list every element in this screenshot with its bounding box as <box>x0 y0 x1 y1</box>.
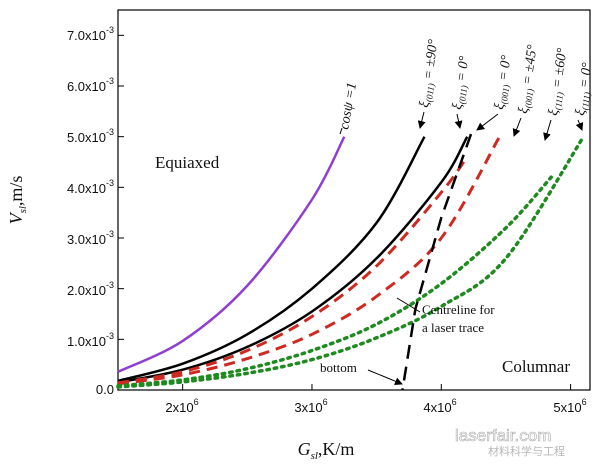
curve-label-s001-45: ξ(001) = ±45° <box>516 44 542 115</box>
region-label-columnar: Columnar <box>502 357 570 376</box>
curve-label-s111-60: ξ(111) = ±60° <box>546 47 571 117</box>
series-line-centreline <box>401 133 473 391</box>
plot-frame <box>117 9 591 391</box>
watermark-subtext: 材料科学与工程 <box>488 444 565 458</box>
region-label-equiaxed: Equiaxed <box>155 153 220 172</box>
x-tick-label-2: 4x106 <box>423 397 456 415</box>
curve-label-s011-90: ξ(011) = ±90° <box>417 38 442 109</box>
series-line-s001_0 <box>117 156 469 385</box>
curve-arrow-s111-0 <box>575 119 584 131</box>
series-layer <box>116 133 586 391</box>
y-tick-label-5: 5.0x10-3 <box>67 127 114 145</box>
curve-arrow-cospsi <box>339 127 343 135</box>
watermark: 材料科学与工程 laserfair.com <box>455 426 565 458</box>
curve-label-s011-0: ξ(011) = 0° <box>450 55 473 111</box>
series-line-s111_60 <box>116 175 553 388</box>
curve-arrow-s001-45 <box>512 117 522 137</box>
y-tick-labels: 0.0 1.0x10-3 2.0x10-3 3.0x10-3 4.0x10-3 … <box>67 25 114 397</box>
curve-arrow-s011-90 <box>417 111 426 129</box>
curve-label-s111-0: ξ(111) = 0° <box>573 61 596 116</box>
y-tick-label-2: 2.0x10-3 <box>67 280 114 298</box>
annotation-bottom: bottom <box>320 360 357 375</box>
curve-arrow-s111-60 <box>543 119 552 141</box>
y-axis-title: Vsl,m/s <box>6 176 29 225</box>
curve-label-s001-0: ξ(001) = 0° <box>492 54 515 111</box>
y-tick-label-7: 7.0x10-3 <box>67 25 114 43</box>
series-line-s011_90 <box>117 136 426 383</box>
watermark-text: laserfair.com <box>455 426 551 445</box>
series-line-s001_45 <box>117 135 501 386</box>
curve-arrow-s011-0 <box>454 113 463 129</box>
series-line-cospsi <box>117 136 346 373</box>
annotation-centreline-line1: Centreline for <box>422 302 495 317</box>
curve-label-cospsi: cosψ =1 <box>337 81 360 130</box>
x-tick-label-0: 2x106 <box>165 397 198 415</box>
centreline-pointer <box>396 297 421 313</box>
y-tick-label-0: 0.0 <box>96 382 114 397</box>
axis-ticks <box>118 34 572 391</box>
x-tick-labels: 2x106 3x106 4x106 5x106 <box>165 397 586 415</box>
series-line-s011_0 <box>117 136 469 384</box>
annotation-centreline-line2: a laser trace <box>422 320 484 335</box>
curve-arrow-s001-0 <box>476 113 499 131</box>
bottom-arrow <box>367 369 403 386</box>
x-tick-label-3: 5x106 <box>553 397 586 415</box>
y-tick-label-4: 4.0x10-3 <box>67 178 114 196</box>
x-axis-title: Gsl,K/m <box>298 439 355 462</box>
y-tick-label-6: 6.0x10-3 <box>67 76 114 94</box>
series-line-s111_0 <box>116 134 586 389</box>
y-tick-label-3: 3.0x10-3 <box>67 229 114 247</box>
y-tick-label-1: 1.0x10-3 <box>67 331 114 349</box>
x-tick-label-1: 3x106 <box>294 397 327 415</box>
